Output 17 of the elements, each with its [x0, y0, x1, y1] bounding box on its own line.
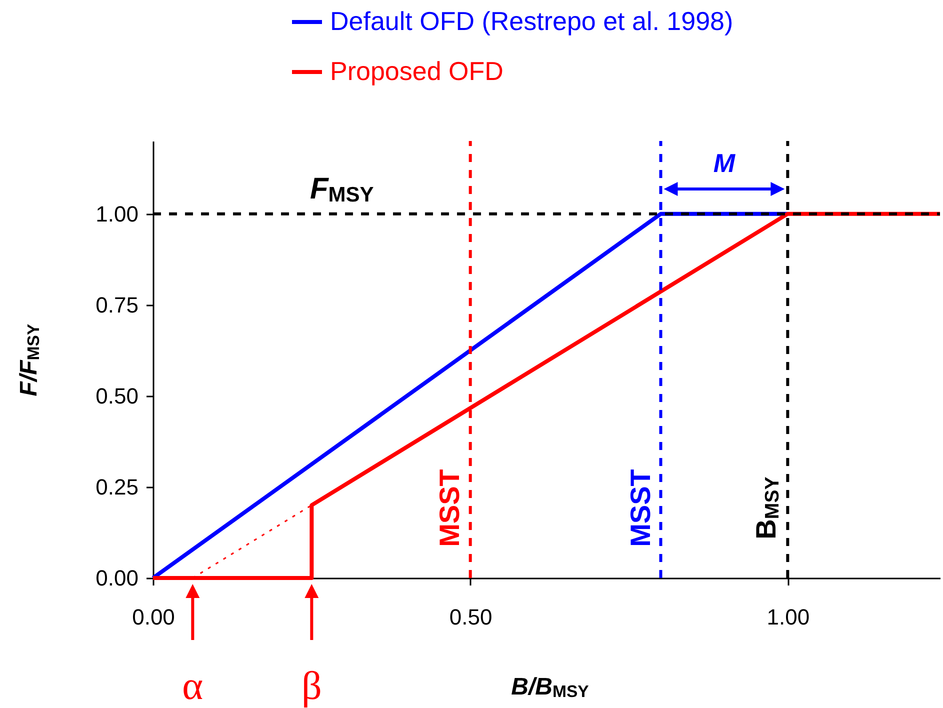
y-tick-label: 0.50 — [96, 383, 138, 408]
ref-line-label: MSST — [434, 469, 466, 547]
y-tick-label: 1.00 — [96, 201, 138, 226]
text: α — [182, 663, 204, 708]
x-axis-title: B/B$_{MSY}$ — [511, 673, 589, 701]
x-tick-label: 0.00 — [132, 604, 175, 630]
x-tick-label: 0.50 — [449, 604, 492, 630]
y-tick-label: 0.75 — [96, 292, 138, 318]
ref-line-label: F$_{MSY}$ — [310, 172, 374, 206]
y-tick-label: 0.00 — [96, 566, 138, 590]
x-tick-label: 1.00 — [766, 604, 810, 630]
y-tick-label: 0.25 — [96, 474, 138, 500]
legend-label: Proposed OFD — [330, 56, 504, 86]
text: β — [301, 663, 322, 708]
ref-line-label: MSST — [624, 469, 656, 547]
legend-label: Default OFD (Restrepo et al. 1998) — [330, 6, 734, 36]
annotation: M — [713, 148, 736, 178]
